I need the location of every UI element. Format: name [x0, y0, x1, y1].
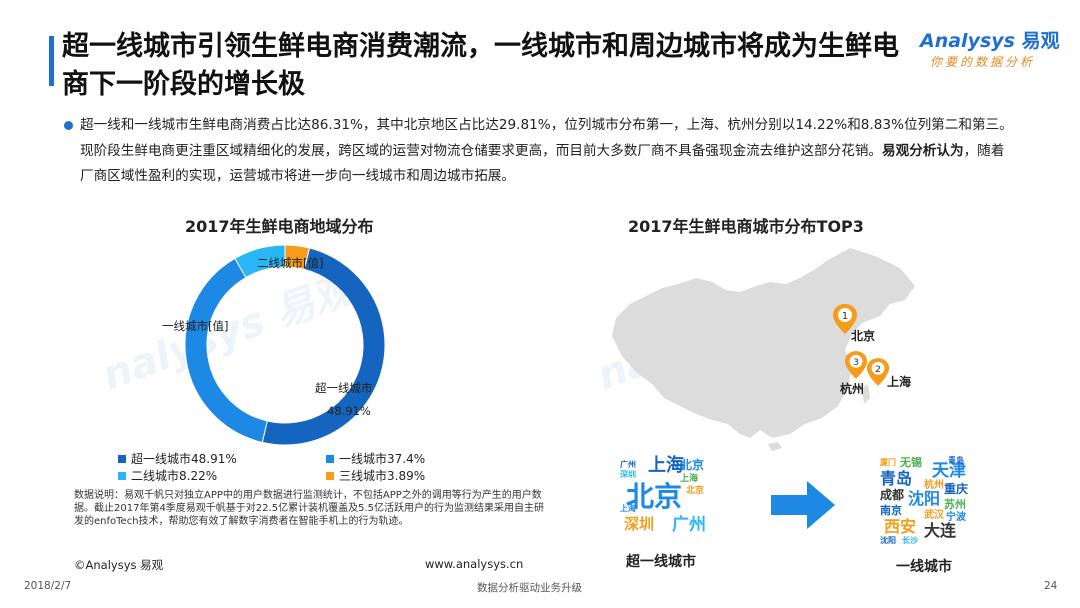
wordcloud-word: 天津: [932, 461, 966, 481]
wordcloud-word: 北京: [680, 458, 705, 472]
wordcloud-word: 深圳: [624, 515, 655, 533]
wordcloud-word: 上海: [648, 455, 684, 476]
logo-brand: Analysys: [920, 30, 1015, 52]
map-pin-center: [849, 354, 863, 368]
wordcloud-label: 一线城市: [896, 559, 952, 575]
copyright: ©Analysys 易观: [74, 558, 164, 572]
map-pin-center: [838, 308, 852, 322]
left-chart-title: 2017年生鲜电商地域分布: [185, 217, 374, 236]
data-label-super-first-name: 超一线城市: [315, 381, 373, 395]
wordcloud-word: 宁波: [946, 512, 966, 523]
wordcloud-word: 北京: [626, 480, 683, 513]
wordcloud-word: 重庆: [944, 482, 969, 496]
analysys-logo: Analysys 易观 你要的数据分析: [920, 26, 1070, 74]
pin-rank: 1: [842, 311, 848, 322]
legend-swatch: [326, 454, 334, 463]
footer-slogan: 数据分析驱动业务升级: [477, 582, 582, 594]
china-map-shape: [612, 248, 915, 438]
website-link[interactable]: www.analysys.cn: [425, 557, 524, 571]
wordcloud-word: 杭州: [924, 480, 944, 491]
legend-item: 超一线城市48.91%: [118, 450, 237, 467]
page-title: 超一线城市引领生鲜电商消费潮流，一线城市和周边城市将成为生鲜电商下一阶段的增长极: [62, 31, 899, 100]
paragraph-text-1: 超一线和一线城市生鲜电商消费占比达86.31%，其中北京地区占比达29.81%，…: [80, 117, 1013, 159]
wordcloud-word: 无锡: [900, 456, 922, 469]
bullet-dot: [64, 121, 73, 130]
logo-tagline: 你要的数据分析: [930, 55, 1036, 69]
china-map: [612, 248, 915, 451]
legend-item: 二线城市8.22%: [118, 467, 217, 484]
data-note: 数据说明：易观千帆只对独立APP中的用户数据进行监测统计，不包括APP之外的调用…: [74, 490, 544, 527]
wordcloud-word: 厦门: [880, 458, 896, 467]
pin-city-label: 上海: [887, 375, 912, 389]
wordcloud-word: 深圳: [620, 470, 636, 479]
region-donut-chart: 二线城市[值] 一线城市[值] 超一线城市 48.91%: [162, 244, 386, 446]
wordcloud-super-first-tier: 北京 上海 深圳 广州 北京 上海 广州 深圳 北京 上海: [618, 455, 708, 545]
legend-swatch: [118, 454, 126, 463]
wordcloud-word: 西安: [884, 517, 917, 536]
legend-label: 超一线城市48.91%: [131, 452, 237, 466]
arrow-shape: [771, 481, 835, 529]
logo-brand-cn: 易观: [1021, 30, 1060, 52]
summary-paragraph: 超一线和一线城市生鲜电商消费占比达86.31%，其中北京地区占比达29.81%，…: [80, 113, 1015, 190]
wordcloud-word: 上海: [680, 474, 699, 484]
wordcloud-word: 南京: [880, 504, 902, 517]
wordcloud-word: 大连: [924, 521, 957, 540]
map-pin-center: [871, 361, 885, 375]
legend-item: 一线城市37.4%: [326, 450, 425, 467]
donut-slice-1: [184, 257, 268, 443]
legend-swatch: [326, 471, 334, 480]
donut-slice-2: [234, 244, 286, 279]
wordcloud-word: 青岛: [880, 469, 913, 488]
page-number: 24: [1044, 580, 1058, 592]
data-label-first-tier: 一线城市[值]: [162, 319, 228, 333]
map-pin-icon: 3: [844, 351, 868, 379]
map-pin-icon: 2: [866, 358, 890, 386]
wordcloud-word: 广州: [620, 460, 636, 469]
legend-swatch: [118, 471, 126, 480]
wordcloud-word: 成都: [880, 488, 905, 502]
pin-city-label: 杭州: [840, 382, 865, 396]
hainan-island: [768, 442, 782, 451]
wordcloud-word: 北京: [686, 486, 705, 496]
legend-label: 一线城市37.4%: [339, 452, 426, 466]
paragraph-bold: 易观分析认为: [882, 142, 964, 159]
taiwan-island: [862, 384, 870, 404]
title-accent-bar: [49, 36, 54, 86]
pin-city-label: 北京: [851, 329, 876, 343]
wordcloud-word: 武汉: [924, 510, 944, 521]
legend-label: 三线城市3.89%: [339, 469, 426, 483]
wordcloud-word: 广州: [672, 515, 706, 535]
footer-date: 2018/2/7: [24, 580, 72, 592]
paragraph-text-2: ，随着厂商区域性盈利的实现，运营城市将进一步向一线城市和周边城市拓展。: [80, 142, 1005, 185]
wordcloud-word: 青岛: [948, 456, 964, 465]
wordcloud-first-tier: 厦门 无锡 青岛 天津 杭州 重庆 成都 沈阳 苏州 南京 西安 武汉 宁波 大…: [878, 455, 968, 545]
pin-rank: 2: [875, 364, 881, 375]
wordcloud-word: 长沙: [902, 536, 918, 545]
wordcloud-word: 沈阳: [908, 489, 941, 508]
pin-rank: 3: [853, 357, 859, 368]
data-label-super-first-value: 48.91%: [327, 404, 371, 418]
map-pin-icon: 1: [833, 304, 857, 334]
right-chart-title: 2017年生鲜电商城市分布TOP3: [628, 217, 864, 236]
legend-item: 三线城市3.89%: [326, 467, 425, 484]
wordcloud-word: 苏州: [944, 498, 966, 511]
wordcloud-word: 沈阳: [880, 536, 896, 545]
wordcloud-word: 上海: [620, 504, 636, 513]
data-label-second-tier: 二线城市[值]: [257, 256, 323, 270]
wordcloud-label: 超一线城市: [626, 554, 696, 570]
legend-label: 二线城市8.22%: [131, 469, 218, 483]
right-arrow-icon: [771, 481, 835, 529]
